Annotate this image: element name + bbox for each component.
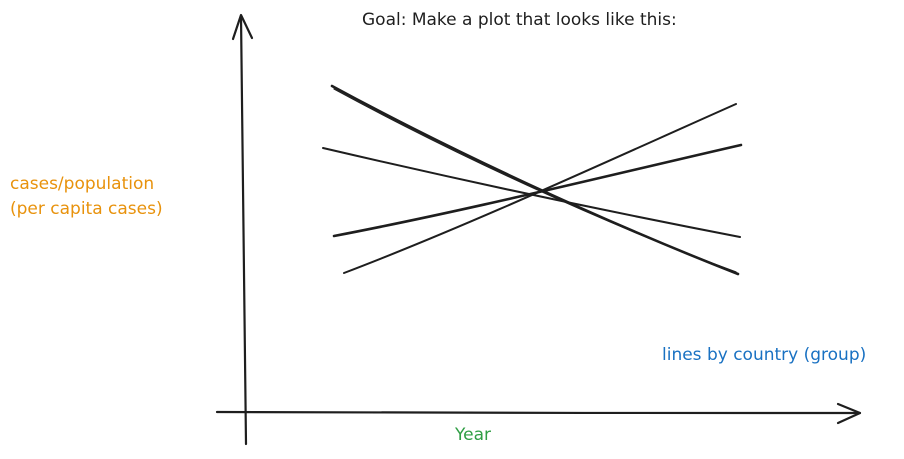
y-axis-label: cases/population (per capita cases) xyxy=(10,172,163,222)
x-axis-arrowhead xyxy=(836,402,862,425)
chart-title: Goal: Make a plot that looks like this: xyxy=(362,10,677,30)
country-line-1-double xyxy=(333,88,737,273)
y-axis-label-line-2: (per capita cases) xyxy=(10,199,163,219)
y-axis-label-line-1: cases/population xyxy=(10,174,155,194)
y-axis-arrowhead xyxy=(231,13,254,41)
y-axis-line xyxy=(239,14,248,446)
country-lines xyxy=(322,84,743,276)
x-axis xyxy=(215,402,862,425)
x-axis-line xyxy=(215,410,862,415)
country-line-1 xyxy=(330,84,740,276)
y-axis xyxy=(231,13,254,446)
country-line-4 xyxy=(343,103,737,274)
lines-note: lines by country (group) xyxy=(662,345,867,365)
x-axis-label: Year xyxy=(455,425,491,445)
